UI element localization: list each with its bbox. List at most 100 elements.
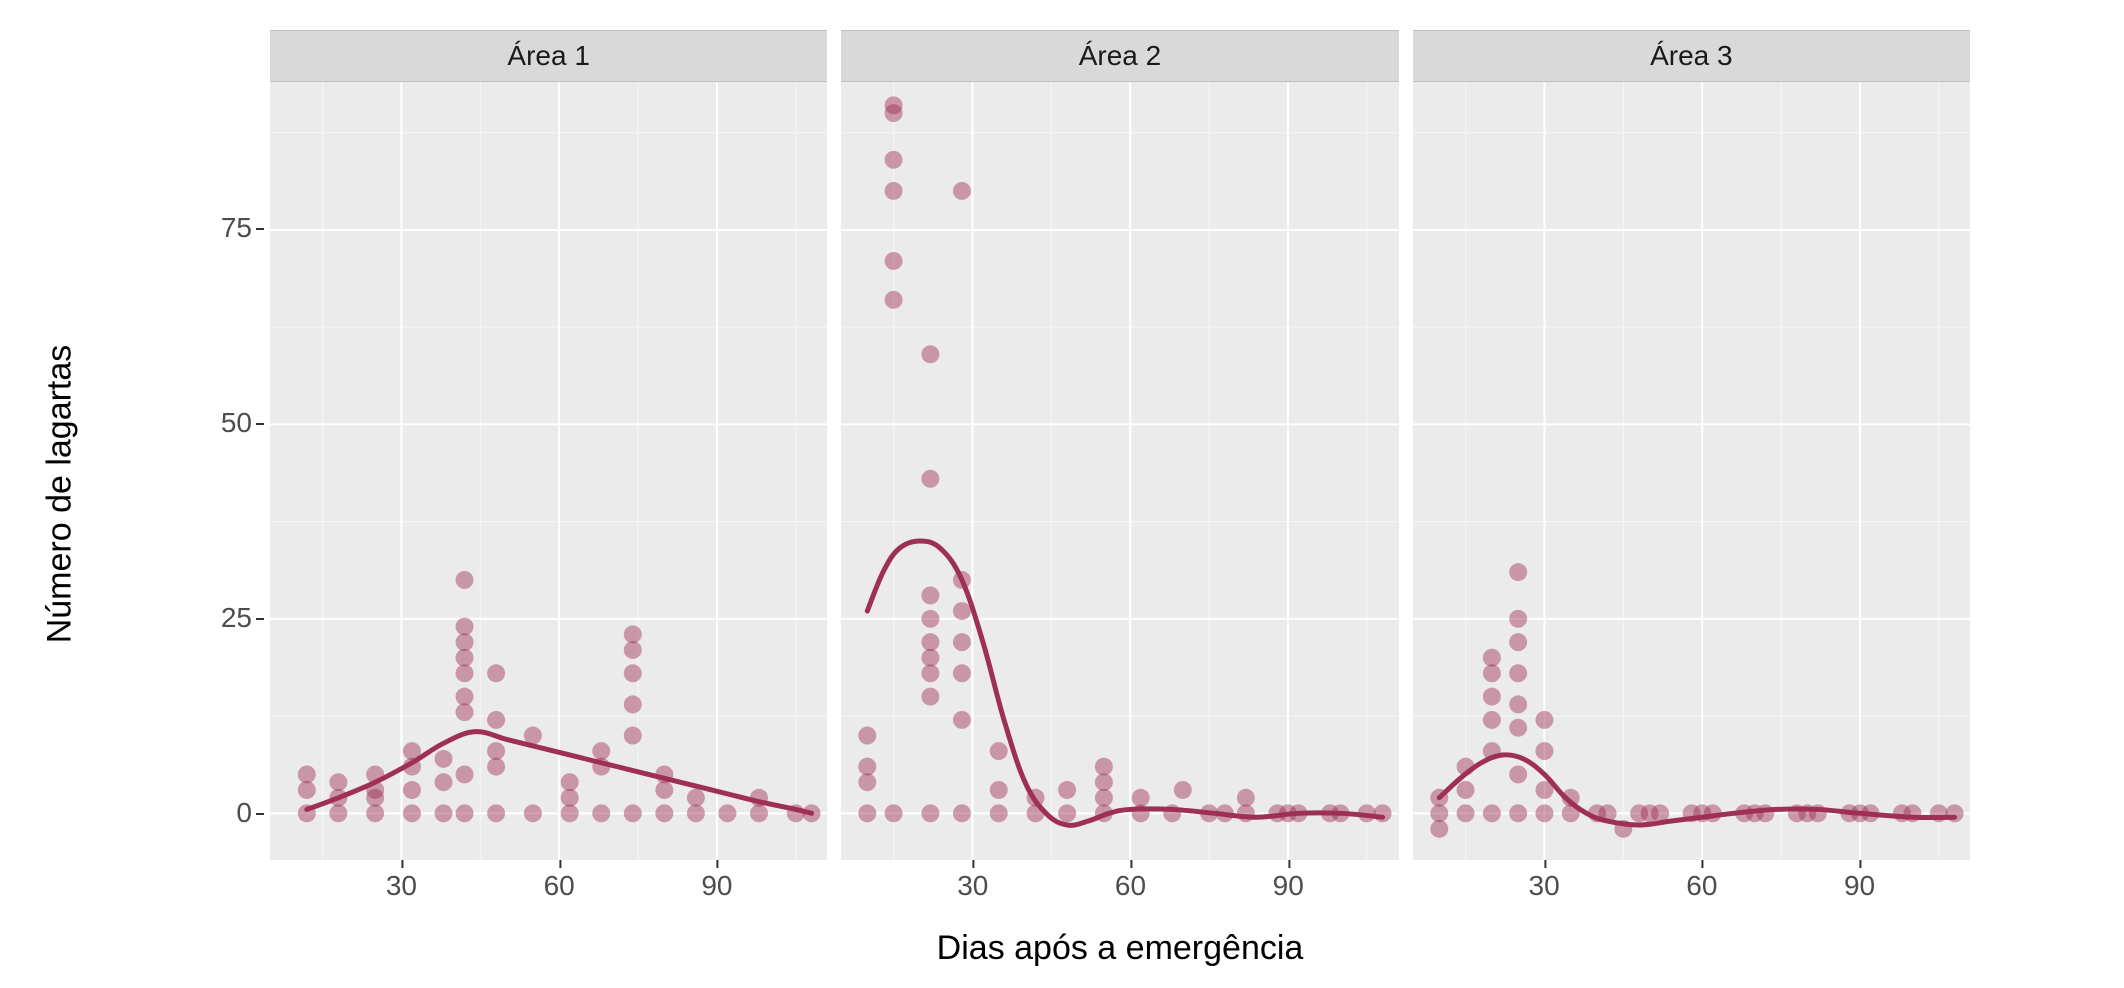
data-point (1509, 664, 1527, 682)
data-point (1509, 765, 1527, 783)
facet-panel (841, 82, 1398, 860)
data-point (456, 571, 474, 589)
data-point (298, 765, 316, 783)
data-point (1509, 719, 1527, 737)
data-point (922, 633, 940, 651)
data-point (1483, 804, 1501, 822)
facet-panels: Área 1306090Área 2306090Área 3306090 (270, 30, 1970, 860)
data-point (329, 773, 347, 791)
data-point (953, 633, 971, 651)
x-tick-label: 30 (386, 870, 417, 902)
data-point (990, 781, 1008, 799)
facet-strip-label: Área 3 (1413, 30, 1970, 82)
data-point (624, 727, 642, 745)
data-point (1509, 563, 1527, 581)
y-axis-ticks: 0255075 (196, 80, 266, 860)
data-point (624, 625, 642, 643)
smooth-line (868, 541, 1383, 825)
data-point (885, 804, 903, 822)
data-point (1535, 711, 1553, 729)
data-point (524, 804, 542, 822)
data-point (859, 758, 877, 776)
data-point (1509, 804, 1527, 822)
data-point (655, 804, 673, 822)
data-point (487, 758, 505, 776)
data-point (1430, 820, 1448, 838)
y-tick-label: 0 (236, 797, 252, 829)
data-point (922, 345, 940, 363)
data-point (953, 182, 971, 200)
data-point (922, 587, 940, 605)
data-point (687, 804, 705, 822)
x-axis-title: Dias após a emergência (937, 929, 1304, 968)
chart-container: Número de lagartas 0255075 Área 1306090Á… (0, 0, 2124, 988)
data-point (990, 804, 1008, 822)
data-point (1058, 804, 1076, 822)
data-point (435, 750, 453, 768)
x-axis-ticks: 30 60 90 (841, 860, 1398, 906)
data-point (456, 765, 474, 783)
data-point (1095, 773, 1113, 791)
data-point (922, 610, 940, 628)
x-axis-ticks: 306090 (1413, 860, 1970, 906)
data-point (624, 695, 642, 713)
data-point (456, 703, 474, 721)
data-point (624, 641, 642, 659)
facet-strip-label: Área 2 (841, 30, 1398, 82)
data-point (953, 664, 971, 682)
data-point (435, 804, 453, 822)
data-point (1509, 610, 1527, 628)
data-point (922, 804, 940, 822)
data-point (1132, 789, 1150, 807)
x-tick-label: 90 (1273, 870, 1304, 902)
data-point (1483, 664, 1501, 682)
data-point (1430, 804, 1448, 822)
data-point (456, 649, 474, 667)
data-point (624, 804, 642, 822)
data-point (456, 688, 474, 706)
data-point (990, 742, 1008, 760)
data-point (1095, 789, 1113, 807)
data-point (1058, 781, 1076, 799)
data-point (487, 711, 505, 729)
x-axis-ticks: 306090 (270, 860, 827, 906)
x-tick-label: 60 (1115, 870, 1146, 902)
data-point (687, 789, 705, 807)
y-tick-label: 50 (221, 407, 252, 439)
data-point (1456, 804, 1474, 822)
data-point (456, 633, 474, 651)
data-point (592, 742, 610, 760)
data-point (1483, 688, 1501, 706)
data-point (403, 804, 421, 822)
data-point (859, 727, 877, 745)
data-point (859, 804, 877, 822)
y-tick-label: 75 (221, 212, 252, 244)
data-point (561, 804, 579, 822)
data-point (885, 96, 903, 114)
data-point (1483, 649, 1501, 667)
x-tick-label: 60 (1686, 870, 1717, 902)
data-point (366, 804, 384, 822)
x-tick-label: 30 (957, 870, 988, 902)
data-point (885, 252, 903, 270)
data-point (487, 804, 505, 822)
x-tick-label: 90 (701, 870, 732, 902)
data-point (655, 781, 673, 799)
data-point (953, 804, 971, 822)
data-point (1237, 789, 1255, 807)
facet-panel (270, 82, 827, 860)
data-point (922, 664, 940, 682)
data-point (329, 804, 347, 822)
data-point (1456, 781, 1474, 799)
facet: Área 1306090 (270, 30, 827, 860)
data-point (1095, 758, 1113, 776)
data-point (592, 804, 610, 822)
facet: Área 3306090 (1413, 30, 1970, 860)
data-point (1174, 781, 1192, 799)
x-tick-label: 90 (1844, 870, 1875, 902)
facet-panel (1413, 82, 1970, 860)
data-point (298, 781, 316, 799)
data-point (487, 664, 505, 682)
data-point (561, 773, 579, 791)
data-point (403, 781, 421, 799)
